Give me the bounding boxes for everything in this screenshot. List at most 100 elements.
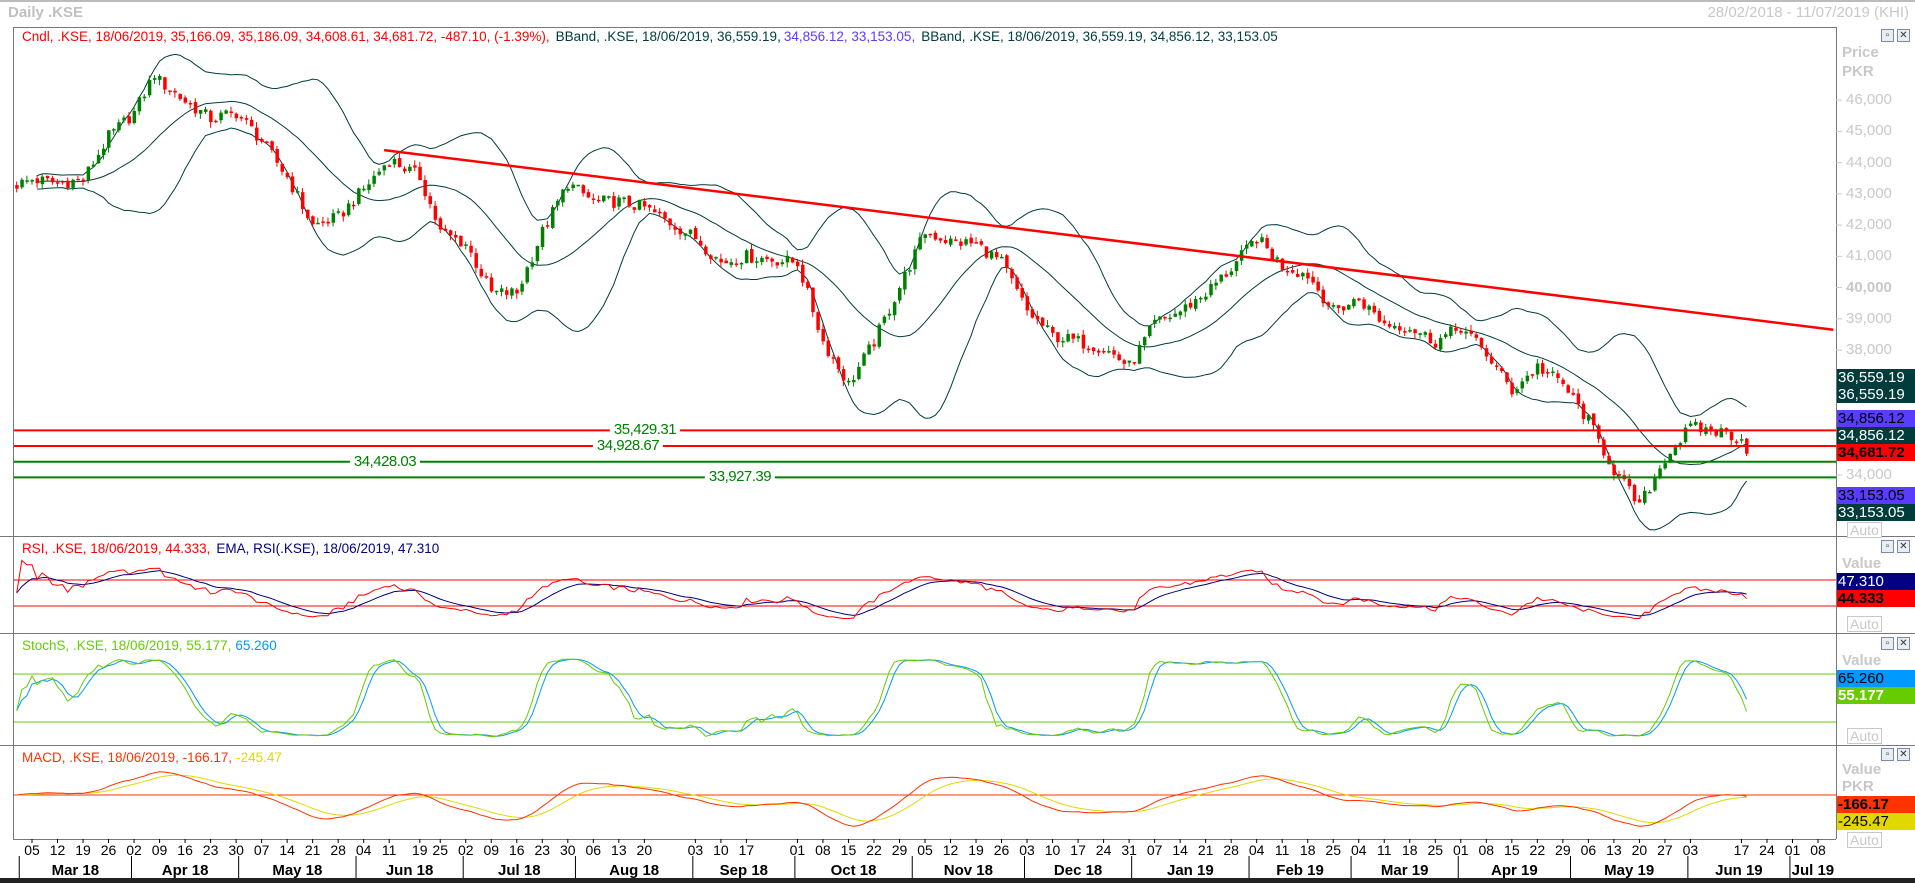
candle <box>1224 270 1229 278</box>
candle <box>627 195 632 208</box>
month-label: May 19 <box>1604 862 1655 879</box>
candle-body <box>897 288 902 301</box>
trendline[interactable] <box>383 148 1834 332</box>
candle-body <box>1357 298 1361 301</box>
day-tick-label: 12 <box>942 842 959 858</box>
candle-body <box>117 122 121 131</box>
candle-legend: Cndl, .KSE, 18/06/2019, 35,166.09, 35,18… <box>22 29 550 44</box>
rsi-pane-restore-icon[interactable]: ▫ <box>1881 540 1894 553</box>
candle-body <box>76 178 80 181</box>
day-tick-label: 25 <box>1427 842 1444 858</box>
candle-body <box>1347 304 1351 310</box>
candle <box>1556 369 1560 383</box>
price-axis-title: Price <box>1842 44 1879 61</box>
month-label: Oct 18 <box>830 862 877 879</box>
candle-body <box>1071 333 1075 339</box>
candle-body <box>270 141 274 150</box>
macd-pane-close-icon[interactable]: ✕ <box>1897 748 1910 761</box>
candle-body <box>311 216 315 225</box>
candle <box>1530 373 1535 379</box>
candle <box>1199 296 1203 303</box>
candle-body <box>709 255 713 260</box>
candle <box>913 245 917 275</box>
candle <box>270 140 274 153</box>
candle <box>668 218 672 230</box>
macd-auto-scale-button[interactable]: Auto <box>1847 832 1882 848</box>
candle <box>954 236 958 241</box>
price-pane[interactable] <box>14 53 1842 531</box>
candle-body <box>1540 363 1545 374</box>
candle <box>607 195 611 200</box>
candle <box>1591 413 1596 431</box>
candle-body <box>704 246 708 255</box>
candle-body <box>224 110 228 114</box>
candle-body <box>81 179 86 182</box>
day-tick-label: 03 <box>1682 842 1699 858</box>
candle <box>255 122 259 146</box>
candle <box>285 171 290 180</box>
candle <box>556 199 560 211</box>
candle-body <box>1005 255 1009 268</box>
candle <box>30 179 34 185</box>
rsi-pane-close-icon[interactable]: ✕ <box>1897 540 1910 553</box>
candle <box>943 235 948 245</box>
price-pane-restore-icon[interactable]: ▫ <box>1881 29 1894 42</box>
month-label: Feb 19 <box>1276 862 1324 879</box>
day-tick-label: 27 <box>1657 842 1673 858</box>
candle <box>688 228 693 238</box>
candle-body <box>1025 296 1030 311</box>
stoch-pane-restore-icon[interactable]: ▫ <box>1881 637 1894 650</box>
candle <box>750 244 754 264</box>
candle-body <box>1597 425 1601 439</box>
candle <box>1173 308 1178 318</box>
candle-body <box>1469 330 1474 334</box>
candle-body <box>193 102 198 114</box>
candle <box>1341 306 1346 315</box>
candle <box>443 224 448 231</box>
time-axis[interactable] <box>18 839 1819 878</box>
candle-body <box>744 250 749 264</box>
macd-pane[interactable] <box>14 771 1836 827</box>
price-auto-scale-button[interactable]: Auto <box>1847 522 1882 538</box>
candle <box>397 152 402 168</box>
candle-body <box>658 211 662 214</box>
price-axis-unit: PKR <box>1842 63 1874 80</box>
candle-body <box>678 228 683 235</box>
macd-pane-restore-icon[interactable]: ▫ <box>1881 748 1894 761</box>
price-pane-close-icon[interactable]: ✕ <box>1897 29 1910 42</box>
candle-body <box>811 287 815 313</box>
candle <box>1142 336 1147 351</box>
candle <box>229 106 234 118</box>
candle <box>1321 285 1326 308</box>
candle <box>40 174 45 190</box>
candle-body <box>1729 431 1734 441</box>
candle <box>403 166 407 174</box>
candle <box>1148 325 1152 338</box>
candle <box>831 354 836 364</box>
stoch-d-badge: 65.260 <box>1837 670 1915 687</box>
candle <box>897 286 902 304</box>
candle-body <box>122 117 126 121</box>
candle-body <box>66 180 70 188</box>
candle-body <box>1637 499 1642 503</box>
stoch-pane-close-icon[interactable]: ✕ <box>1897 637 1910 650</box>
rsi-auto-scale-button[interactable]: Auto <box>1847 616 1882 632</box>
day-tick-label: 22 <box>866 842 882 858</box>
stoch-pane[interactable] <box>14 658 1836 738</box>
candle-body <box>1229 271 1234 275</box>
candle <box>872 338 876 351</box>
day-tick-label: 11 <box>1274 842 1290 858</box>
candle-body <box>1183 304 1188 312</box>
rsi-ema-line <box>16 570 1747 617</box>
candle-body <box>1132 362 1137 364</box>
candle <box>1540 359 1545 377</box>
candle-body <box>362 188 366 191</box>
candle-body <box>1535 363 1540 375</box>
rsi-pane[interactable] <box>14 559 1836 619</box>
stoch-auto-scale-button[interactable]: Auto <box>1847 728 1882 744</box>
candle <box>1132 361 1137 366</box>
candle-body <box>35 178 40 184</box>
candle-body <box>765 256 769 260</box>
